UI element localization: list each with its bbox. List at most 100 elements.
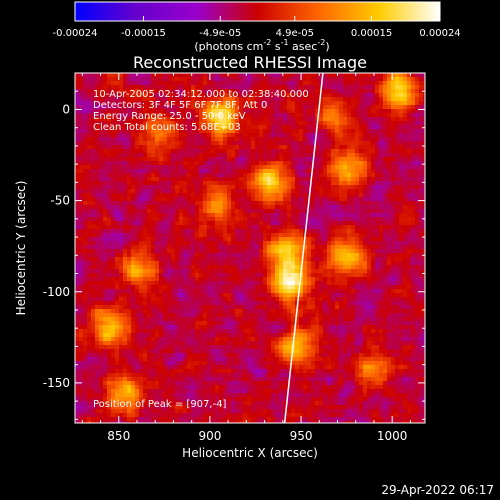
heatmap-cell (139, 269, 144, 274)
heatmap-cell (299, 169, 304, 174)
heatmap-cell (307, 109, 312, 114)
heatmap-cell (111, 153, 116, 158)
heatmap-cell (311, 217, 316, 222)
heatmap-cell (179, 101, 184, 106)
heatmap-cell (323, 241, 328, 246)
heatmap-cell (211, 109, 216, 114)
heatmap-cell (231, 141, 236, 146)
heatmap-cell (187, 229, 192, 234)
heatmap-cell (139, 237, 144, 242)
heatmap-cell (291, 93, 296, 98)
heatmap-cell (227, 173, 232, 178)
heatmap-cell (79, 237, 84, 242)
heatmap-cell (291, 117, 296, 122)
heatmap-cell (395, 157, 400, 162)
heatmap-cell (247, 221, 252, 226)
heatmap-cell (255, 249, 260, 254)
heatmap-cell (359, 161, 364, 166)
heatmap-cell (283, 213, 288, 218)
heatmap-cell (103, 249, 108, 254)
heatmap-cell (403, 125, 408, 130)
heatmap-cell (271, 269, 276, 274)
heatmap-cell (111, 201, 116, 206)
heatmap-cell (227, 297, 232, 302)
heatmap-cell (347, 149, 352, 154)
heatmap-cell (91, 225, 96, 230)
heatmap-cell (327, 169, 332, 174)
heatmap-cell (203, 193, 208, 198)
heatmap-cell (203, 165, 208, 170)
heatmap-cell (355, 121, 360, 126)
heatmap-cell (231, 89, 236, 94)
heatmap-cell (287, 289, 292, 294)
heatmap-cell (295, 201, 300, 206)
heatmap-cell (155, 157, 160, 162)
heatmap-cell (191, 165, 196, 170)
heatmap-cell (315, 137, 320, 142)
heatmap-cell (291, 77, 296, 82)
heatmap-cell (355, 133, 360, 138)
heatmap-cell (163, 233, 168, 238)
heatmap-cell (295, 169, 300, 174)
heatmap-cell (415, 245, 420, 250)
heatmap-cell (179, 149, 184, 154)
heatmap-cell (375, 217, 380, 222)
heatmap-cell (331, 77, 336, 82)
heatmap-cell (83, 193, 88, 198)
heatmap-cell (199, 117, 204, 122)
heatmap-cell (387, 141, 392, 146)
heatmap-cell (279, 109, 284, 114)
heatmap-cell (295, 157, 300, 162)
heatmap-cell (371, 273, 376, 278)
heatmap-cell (119, 217, 124, 222)
heatmap-cell (195, 161, 200, 166)
heatmap-cell (275, 109, 280, 114)
heatmap-cell (275, 217, 280, 222)
heatmap-cell (187, 193, 192, 198)
heatmap-cell (375, 121, 380, 126)
heatmap-cell (199, 161, 204, 166)
heatmap-cell (135, 77, 140, 82)
heatmap-cell (243, 185, 248, 190)
heatmap-cell (127, 257, 132, 262)
heatmap-cell (399, 205, 404, 210)
heatmap-cell (103, 205, 108, 210)
heatmap-cell (279, 253, 284, 258)
heatmap-cell (307, 281, 312, 286)
heatmap-cell (107, 193, 112, 198)
heatmap-cell (367, 133, 372, 138)
heatmap-cell (219, 149, 224, 154)
heatmap-cell (171, 169, 176, 174)
heatmap-cell (131, 185, 136, 190)
heatmap-cell (295, 165, 300, 170)
heatmap-cell (255, 241, 260, 246)
heatmap-cell (211, 101, 216, 106)
heatmap-cell (403, 129, 408, 134)
heatmap-cell (135, 129, 140, 134)
heatmap-cell (243, 149, 248, 154)
heatmap-cell (239, 245, 244, 250)
heatmap-cell (391, 157, 396, 162)
heatmap-cell (183, 209, 188, 214)
heatmap-cell (303, 77, 308, 82)
heatmap-cell (291, 233, 296, 238)
heatmap-cell (391, 245, 396, 250)
heatmap-cell (235, 293, 240, 298)
heatmap-cell (87, 225, 92, 230)
heatmap-cell (275, 221, 280, 226)
heatmap-cell (383, 133, 388, 138)
heatmap-cell (315, 237, 320, 242)
heatmap-cell (91, 229, 96, 234)
heatmap-cell (155, 109, 160, 114)
heatmap-cell (231, 265, 236, 270)
heatmap-cell (223, 225, 228, 230)
heatmap-cell (123, 297, 128, 302)
heatmap-cell (107, 253, 112, 258)
heatmap-cell (103, 121, 108, 126)
heatmap-cell (343, 177, 348, 182)
heatmap-cell (163, 297, 168, 302)
heatmap-cell (199, 285, 204, 290)
heatmap-cell (235, 133, 240, 138)
heatmap-cell (403, 149, 408, 154)
heatmap-cell (171, 293, 176, 298)
